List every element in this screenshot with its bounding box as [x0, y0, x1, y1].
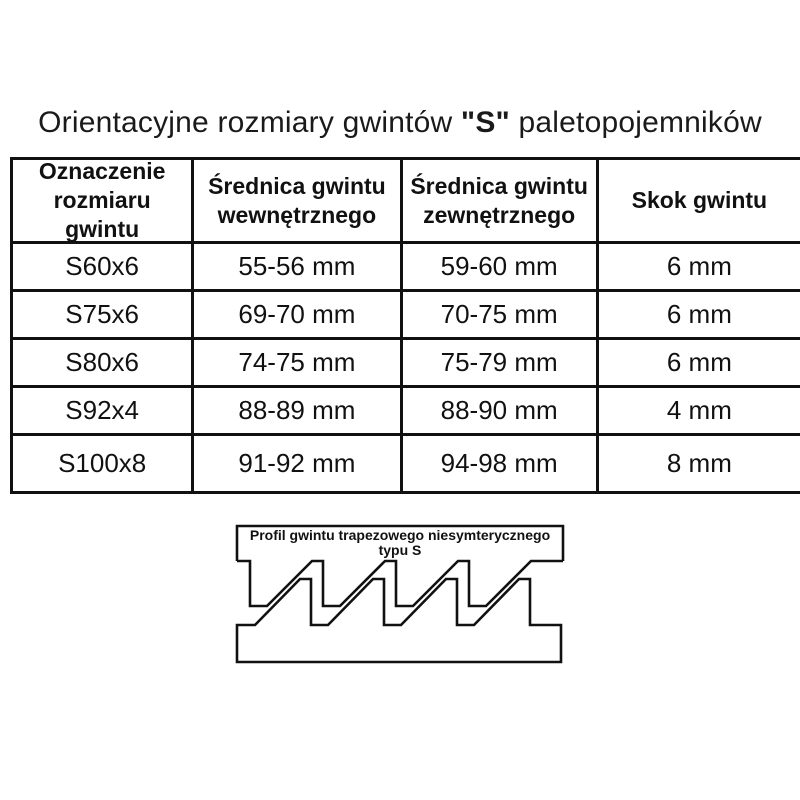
svg-text:Profil gwintu trapezowego nies: Profil gwintu trapezowego niesymteryczne…	[250, 527, 550, 543]
svg-text:typu S: typu S	[379, 542, 422, 558]
